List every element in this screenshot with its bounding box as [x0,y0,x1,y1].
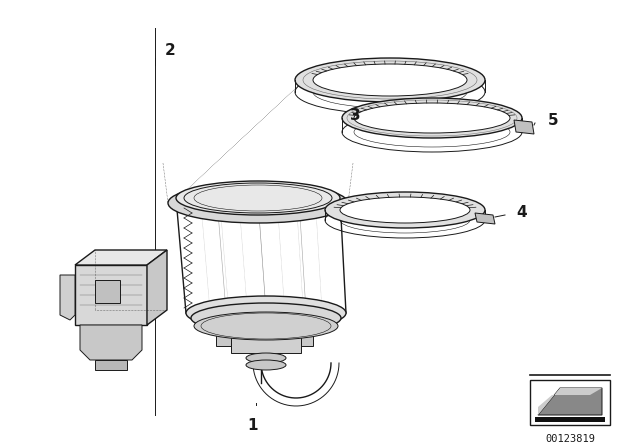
Polygon shape [231,326,301,353]
Ellipse shape [186,296,346,330]
Polygon shape [538,388,602,415]
Text: 4: 4 [516,204,527,220]
Polygon shape [80,325,142,360]
Polygon shape [60,275,75,320]
Polygon shape [301,331,313,346]
Polygon shape [95,360,127,370]
Ellipse shape [246,360,286,370]
Ellipse shape [340,197,470,223]
Polygon shape [75,250,167,265]
Ellipse shape [176,181,340,215]
Polygon shape [216,331,231,346]
Polygon shape [475,213,495,224]
Ellipse shape [168,183,348,223]
Polygon shape [538,388,602,415]
Text: 2: 2 [164,43,175,57]
Text: 00123819: 00123819 [545,434,595,444]
Polygon shape [75,265,147,325]
Ellipse shape [246,353,286,363]
Polygon shape [535,417,605,422]
Ellipse shape [191,303,341,333]
Text: 3: 3 [349,108,360,122]
Ellipse shape [354,103,510,133]
Text: 1: 1 [248,418,259,432]
Ellipse shape [295,58,485,102]
Polygon shape [95,280,120,303]
Ellipse shape [325,192,485,228]
Polygon shape [514,120,534,134]
Polygon shape [530,380,610,425]
Ellipse shape [342,98,522,138]
Ellipse shape [313,64,467,96]
Ellipse shape [194,312,338,340]
Polygon shape [147,250,167,325]
Text: 5: 5 [548,112,559,128]
